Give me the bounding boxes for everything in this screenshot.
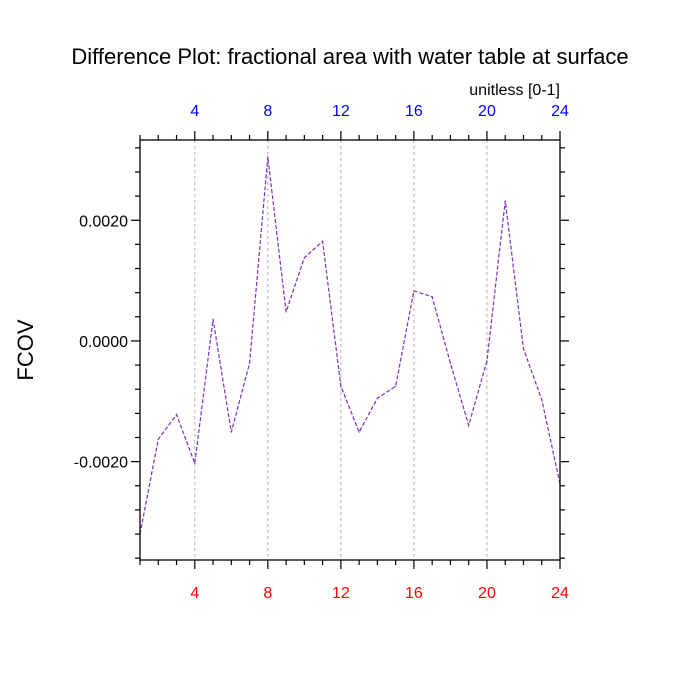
x-tick-label-bottom: 24 [551,585,569,602]
data-point [194,462,196,465]
data-point [358,431,360,433]
axis-ticks [131,131,569,569]
units-label: unitless [0-1] [469,82,560,99]
x-tick-label-top: 12 [332,103,350,120]
data-point [449,362,452,364]
series-line [139,156,561,535]
x-tick-label-top: 20 [478,103,496,120]
data-series [139,156,561,535]
data-point [285,311,287,313]
data-point [230,431,232,433]
data-point [303,257,305,259]
data-point [267,156,269,158]
data-point [376,397,378,399]
chart-title: Difference Plot: fractional area with wa… [71,44,628,69]
data-point [522,348,525,350]
x-tick-label-top: 24 [551,103,569,120]
x-tick-label-bottom: 4 [190,585,199,602]
data-point [468,424,470,427]
grid-lines [194,140,488,560]
data-point [322,240,324,242]
x-tick-label-top: 16 [405,103,423,120]
data-point [486,360,488,362]
data-point [157,438,159,440]
y-tick-label: 0.0000 [79,334,128,351]
x-tick-label-top: 8 [263,103,272,120]
y-tick-label: -0.0020 [74,455,128,472]
y-axis-label: FCOV [13,319,38,380]
data-point [504,200,506,202]
data-point [175,413,178,416]
data-point [541,398,543,401]
y-tick-label: 0.0020 [79,213,128,230]
tick-labels: 4 4 8 8 12 12 16 16 20 20 24 24 0.0020 0.0000 -0.0020 [74,103,569,602]
x-tick-label-bottom: 12 [332,585,350,602]
data-point [212,318,214,320]
x-tick-label-top: 4 [190,103,199,120]
data-point [413,290,415,292]
data-point [340,385,342,387]
plot-frame [139,139,561,561]
x-tick-label-bottom: 20 [478,585,496,602]
x-tick-label-bottom: 16 [405,585,423,602]
data-point [248,362,251,364]
x-tick-label-bottom: 8 [263,585,272,602]
data-point [395,385,397,387]
data-point [431,296,433,298]
